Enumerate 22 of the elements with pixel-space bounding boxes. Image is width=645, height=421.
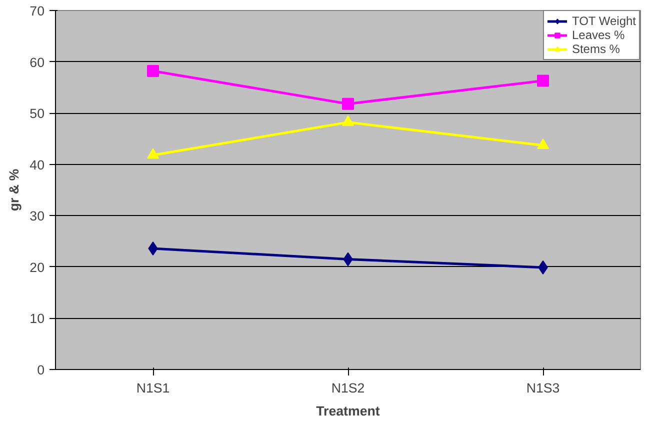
legend-label: Stems % bbox=[572, 42, 620, 56]
point bbox=[342, 115, 354, 126]
y-tick-label: 10 bbox=[30, 311, 45, 326]
legend-label: TOT Weight bbox=[572, 14, 636, 28]
x-tick-label: N1S1 bbox=[136, 380, 170, 396]
y-tick-label: 40 bbox=[30, 157, 45, 172]
y-tick-label: 60 bbox=[30, 54, 45, 70]
point bbox=[537, 138, 549, 150]
y-tick-label: 20 bbox=[30, 260, 45, 275]
y-tick-label: 70 bbox=[30, 4, 45, 18]
legend-label: Leaves % bbox=[572, 28, 625, 42]
point bbox=[147, 65, 159, 78]
y-tick-label: 30 bbox=[30, 208, 45, 224]
point bbox=[147, 148, 159, 159]
y-axis-title: gr & % bbox=[6, 168, 22, 212]
point bbox=[537, 74, 549, 87]
x-axis-title: Treatment bbox=[316, 404, 380, 418]
point bbox=[342, 98, 354, 110]
x-tick-label: N1S2 bbox=[331, 380, 365, 396]
y-tick-label: 50 bbox=[30, 106, 45, 122]
y-tick-label: 0 bbox=[37, 362, 45, 378]
x-tick-label: N1S3 bbox=[526, 380, 560, 396]
